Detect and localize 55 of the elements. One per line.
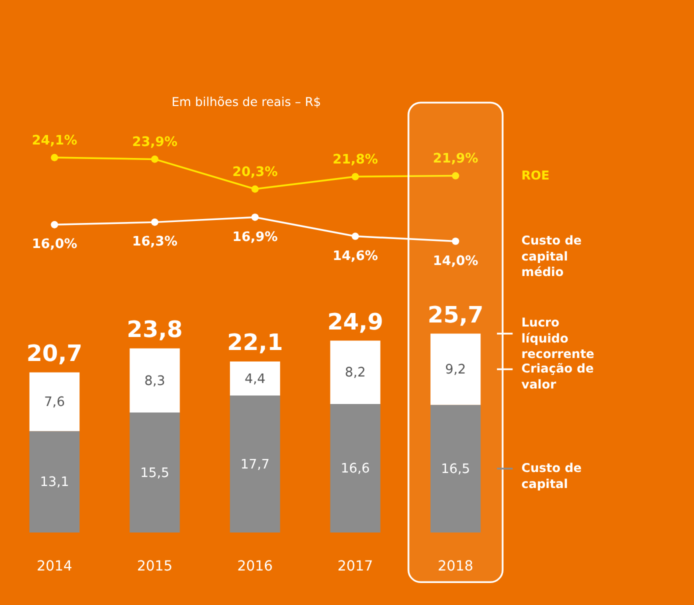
data-label: 16,5	[441, 462, 470, 477]
point	[50, 221, 58, 228]
data-label: 14,0%	[432, 254, 478, 269]
point	[352, 232, 359, 240]
data-label: 23,9%	[132, 135, 178, 150]
data-label: 20,3%	[232, 164, 278, 180]
point	[151, 156, 158, 163]
bar	[230, 362, 280, 396]
data-label: 4,4	[244, 372, 266, 387]
point	[251, 214, 259, 221]
x-tick-label: 2018	[438, 558, 474, 574]
total-label: 20,7	[26, 341, 82, 368]
total-label: 23,8	[126, 317, 183, 344]
data-label: 16,9%	[232, 230, 278, 245]
chart-subtitle: Em bilhões de reais – R$	[172, 95, 322, 110]
data-label: 21,9%	[432, 152, 478, 167]
data-label: 14,6%	[332, 248, 378, 264]
data-label: 17,7	[240, 457, 270, 472]
point	[251, 185, 259, 193]
legend-label: Custo de capital	[521, 461, 582, 491]
point	[452, 172, 460, 180]
x-tick-label: 2014	[36, 558, 72, 574]
data-label: 8,3	[144, 374, 166, 389]
data-label: 7,6	[44, 395, 65, 410]
data-label: 16,0%	[32, 237, 78, 252]
text: ROE	[521, 168, 550, 182]
data-label: 21,8%	[332, 152, 378, 168]
point	[352, 172, 359, 180]
data-label: 9,2	[445, 362, 466, 378]
total-label: 24,9	[327, 309, 384, 336]
total-label: 22,1	[227, 330, 283, 356]
data-label: 16,6	[340, 462, 370, 477]
bar	[29, 372, 80, 432]
bar	[130, 412, 180, 532]
data-label: 16,3%	[132, 234, 178, 250]
point	[151, 218, 158, 226]
text: Lucro líquido recorrente	[521, 316, 594, 362]
data-label: 8,2	[344, 366, 366, 381]
point	[452, 238, 460, 245]
data-label: 24,1%	[32, 133, 78, 148]
data-label: 15,5	[140, 466, 170, 481]
bar	[230, 396, 280, 532]
legend-label: Criação de valor	[521, 362, 594, 392]
bar	[130, 348, 180, 413]
point	[50, 154, 58, 162]
total-label: 25,7	[428, 302, 484, 328]
data-label: 13,1	[40, 475, 70, 490]
text: Custo de capital médio	[521, 234, 582, 280]
bar	[330, 340, 380, 404]
x-tick-label: 2016	[237, 558, 273, 574]
x-tick-label: 2017	[338, 558, 374, 574]
x-tick-label: 2015	[137, 558, 172, 574]
bar	[330, 404, 380, 532]
bar	[29, 431, 80, 532]
bar	[430, 404, 481, 532]
